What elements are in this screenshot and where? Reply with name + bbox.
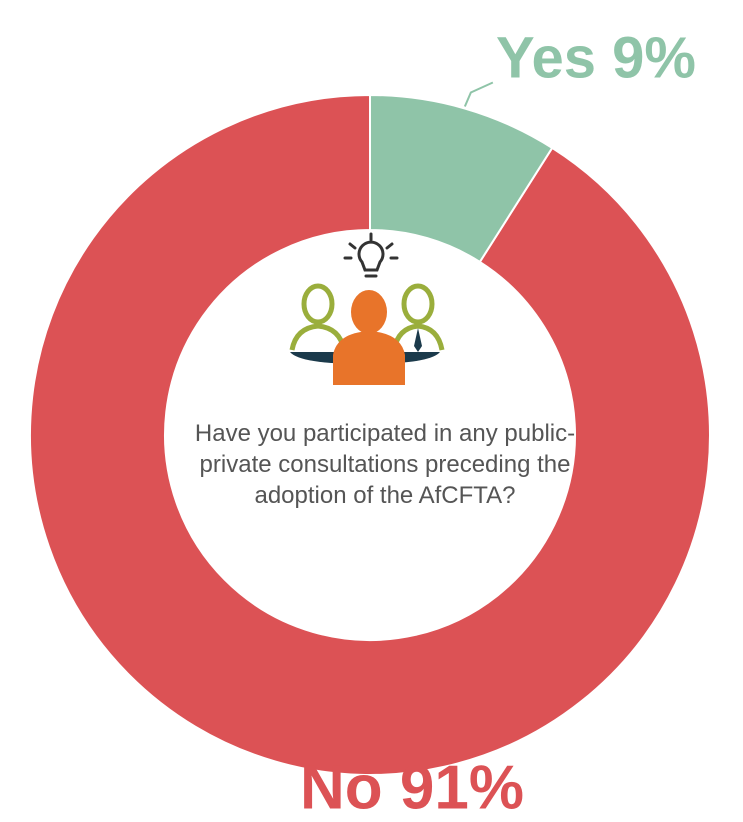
leader-line — [463, 81, 494, 107]
donut-segment — [369, 93, 554, 264]
center-question: Have you participated in any public-priv… — [194, 420, 576, 509]
value-label: No 91% — [300, 753, 524, 822]
donut-segment — [29, 93, 711, 776]
value-label: Yes 9% — [496, 25, 696, 90]
icon — [289, 232, 445, 385]
